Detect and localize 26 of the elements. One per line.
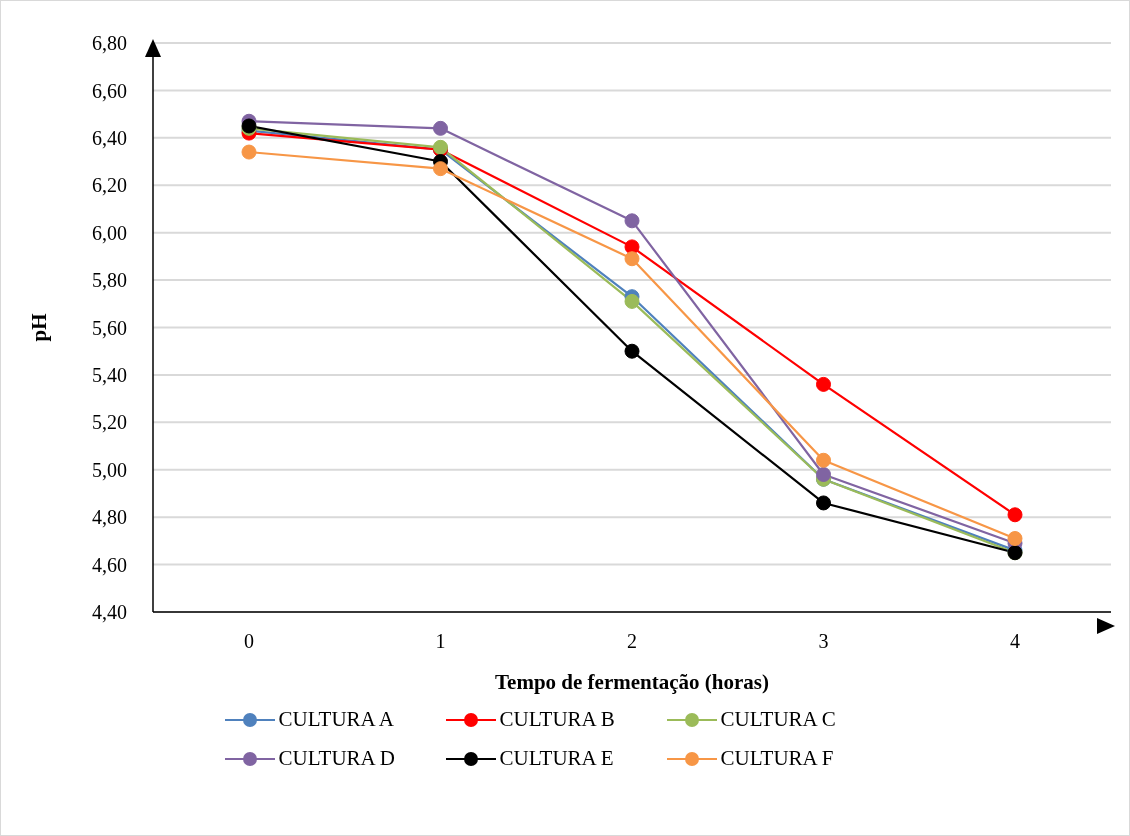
y-axis-title: pH [27,313,52,342]
y-tick-label: 5,00 [92,458,127,481]
y-tick-label: 5,40 [92,364,127,387]
legend-label: CULTURA F [720,746,834,771]
y-tick-label: 4,60 [92,553,127,576]
legend-label: CULTURA D [278,746,395,771]
x-tick-label: 1 [435,630,446,653]
x-tick-label: 4 [1010,630,1020,653]
y-tick-label: 4,40 [92,601,127,624]
legend-label: CULTURA B [499,707,615,732]
legend-label: CULTURA C [720,707,836,732]
y-tick-label: 5,60 [92,316,127,339]
y-tick-label: 6,80 [92,32,127,55]
y-tick-label: 6,20 [92,174,127,197]
y-tick-label: 5,20 [92,411,127,434]
x-tick-label: 3 [818,630,829,653]
legend-label: CULTURA E [499,746,614,771]
x-tick-label: 2 [627,630,637,653]
y-tick-label: 6,40 [92,126,127,149]
y-tick-label: 6,00 [92,221,127,244]
y-tick-label: 5,80 [92,269,127,292]
y-tick-label: 4,80 [92,506,127,529]
y-tick-label: 6,60 [92,79,127,102]
x-tick-label: 0 [244,630,254,653]
x-axis-title: Tempo de fermentação (horas) [495,670,769,694]
legend-label: CULTURA A [278,707,394,732]
